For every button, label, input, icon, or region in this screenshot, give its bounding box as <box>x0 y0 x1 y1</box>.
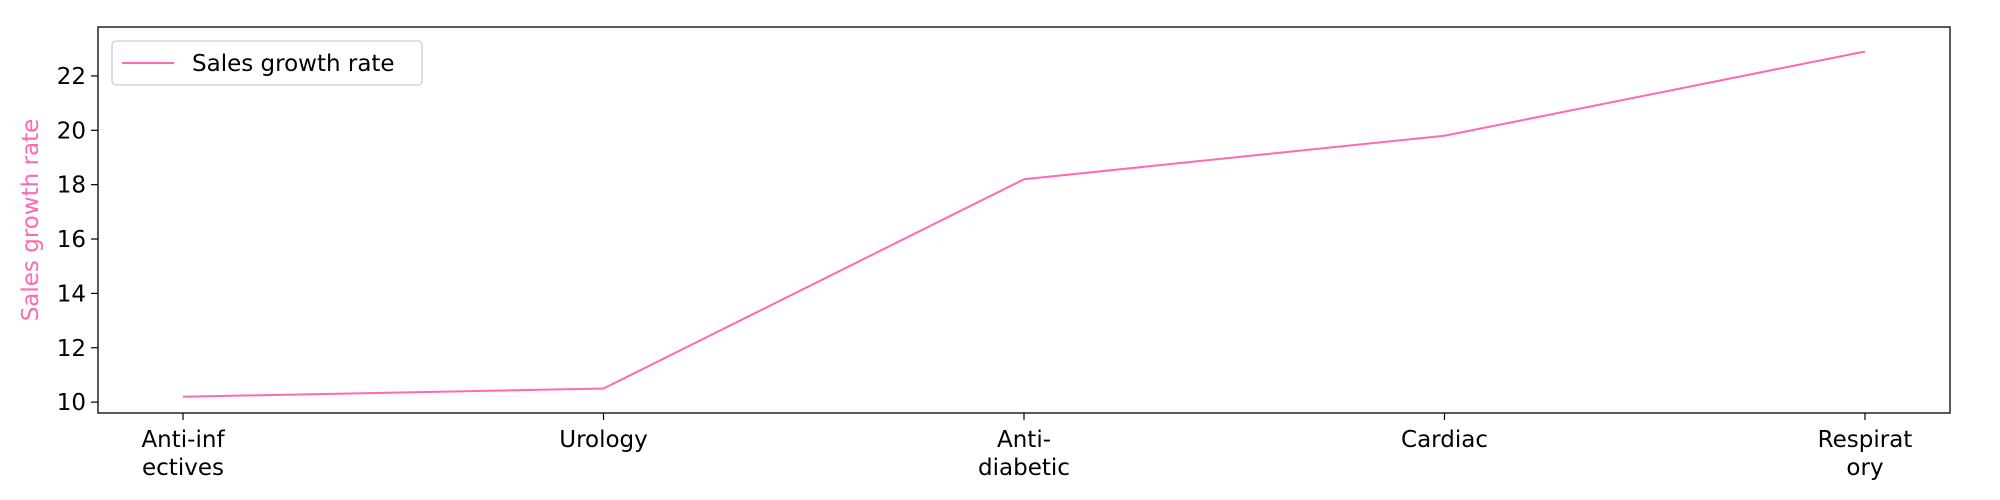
y-tick-label: 14 <box>57 281 86 307</box>
x-tick-label: Cardiac <box>1401 427 1488 453</box>
y-tick-label: 20 <box>57 118 86 144</box>
x-axis-ticks: Anti-inf ectives Urology Anti-diabetic Cardi… <box>141 413 1912 481</box>
y-tick-label: 18 <box>57 173 86 199</box>
y-tick-label: 22 <box>57 64 86 90</box>
legend: Sales growth rate <box>111 40 423 86</box>
legend-box <box>111 40 423 86</box>
y-tick-label: 10 <box>57 390 86 416</box>
x-tick-label: Anti-diabetic <box>978 427 1070 481</box>
legend-label: Sales growth rate <box>192 51 395 77</box>
x-tick-label: Anti-inf ectives <box>141 427 225 481</box>
series-layer <box>182 50 1866 398</box>
x-tick-label: Urology <box>559 427 648 453</box>
series-line <box>182 50 1866 398</box>
y-tick-label: 12 <box>57 336 86 362</box>
x-tick-label: Respirat ory <box>1818 427 1913 481</box>
y-tick-label: 16 <box>57 227 86 253</box>
y-axis-label: Sales growth rate <box>18 119 44 322</box>
y-axis-ticks: 10 12 14 16 18 20 22 <box>57 64 98 416</box>
